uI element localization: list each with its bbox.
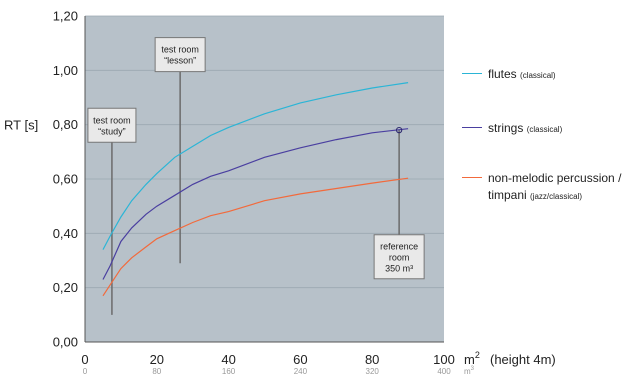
legend-note-strings: (classical) (526, 125, 563, 134)
x-tick-label-0: 0 (81, 352, 88, 367)
x-tick-label-1: 20 (150, 352, 164, 367)
annotation-text-0-1: “study” (98, 126, 126, 136)
x2-tick-label-3: 240 (294, 367, 308, 376)
legend-item-flutes: flutes (classical) (462, 66, 556, 84)
series-line-flutes (102, 82, 409, 250)
y-tick-label-3: 0,60 (53, 172, 78, 187)
y-tick-label-1: 0,20 (53, 280, 78, 295)
reference-marker (395, 126, 403, 134)
x-tick-label-2: 40 (221, 352, 235, 367)
y-tick-label-4: 0,80 (53, 117, 78, 132)
annotation-text-1-1: “lesson” (164, 56, 196, 66)
series-line-non-melodic-percussion (102, 177, 409, 297)
legend-label-timpani: timpani (488, 188, 527, 202)
x-axis-note: (height 4m) (490, 352, 556, 367)
annotation-text-2-0: reference (380, 241, 418, 251)
x2-tick-label-0: 0 (83, 367, 88, 376)
legend-label-strings: strings (488, 121, 524, 135)
legend-swatch-percussion (462, 177, 482, 178)
x-unit-label: m2 (464, 350, 480, 367)
x2-tick-label-4: 320 (366, 367, 380, 376)
x2-tick-label-1: 80 (152, 367, 161, 376)
annotation-box-0 (87, 107, 137, 143)
series-line-strings (102, 128, 409, 280)
legend-swatch-strings (462, 127, 482, 128)
legend-item-strings: strings (classical) (462, 120, 562, 138)
annotation-text-2-2: 350 m³ (385, 263, 413, 273)
y-tick-label-0: 0,00 (53, 335, 78, 350)
legend-item-percussion: non-melodic percussion / timpani (jazz/c… (462, 170, 621, 205)
legend-note-flutes: (classical) (520, 71, 556, 80)
y-tick-label-5: 1,00 (53, 63, 78, 78)
annotation-box-2 (373, 234, 425, 280)
annotation-text-1-0: test room (161, 45, 199, 55)
legend-label-percussion: non-melodic percussion / (488, 171, 622, 185)
y-tick-label-6: 1,20 (53, 9, 78, 24)
legend-swatch-flutes (462, 73, 482, 74)
annotation-text-0-0: test room (93, 115, 131, 125)
x-tick-label-4: 80 (365, 352, 379, 367)
legend-note-percussion: (jazz/classical) (530, 192, 583, 201)
annotation-box-1 (154, 37, 206, 73)
legend-label-flutes: flutes (488, 67, 517, 81)
y-axis-label: RT [s] (4, 118, 38, 133)
x2-tick-label-5: 400 (437, 367, 451, 376)
y-tick-label-2: 0,40 (53, 226, 78, 241)
x2-unit-label: m3 (464, 366, 475, 376)
annotation-text-2-1: room (389, 252, 410, 262)
x-tick-label-3: 60 (293, 352, 307, 367)
x-tick-label-5: 100 (433, 352, 455, 367)
x2-tick-label-2: 160 (222, 367, 236, 376)
